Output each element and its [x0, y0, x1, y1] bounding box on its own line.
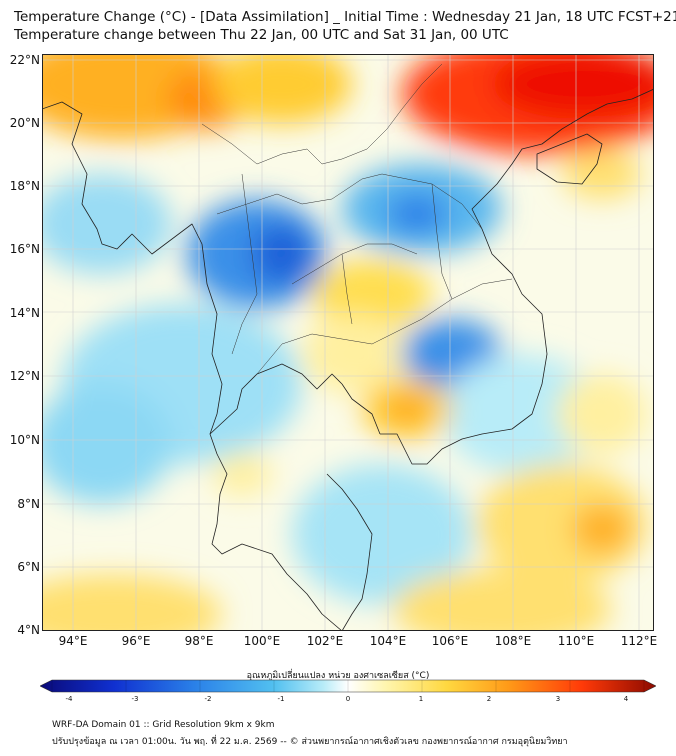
coastlines	[42, 88, 654, 631]
borders	[201, 63, 513, 375]
map-frame	[42, 54, 654, 631]
lon-label-104E: 104°E	[369, 634, 407, 648]
colorbar	[39, 678, 657, 693]
colorbar-tick: 2	[486, 695, 492, 703]
lat-label-6N: 6°N	[17, 560, 40, 574]
colorbar-title: อุณหภูมิเปลี่ยนแปลง หน่วย องศาเซลเซียส (…	[246, 671, 430, 681]
lat-label-12N: 12°N	[9, 369, 40, 383]
colorbar-tick: -3	[131, 695, 139, 703]
colorbar-tick: -4	[65, 695, 73, 703]
colorbar-tick: 3	[555, 695, 561, 703]
lon-label-102E: 102°E	[306, 634, 344, 648]
lon-label-110E: 110°E	[557, 634, 595, 648]
colorbar-tick: -1	[277, 695, 285, 703]
colorbar-tick: 4	[623, 695, 629, 703]
lat-label-22N: 22°N	[9, 53, 40, 67]
title-line-1: Temperature Change (°C) - [Data Assimila…	[14, 9, 676, 25]
lat-label-14N: 14°N	[9, 306, 40, 320]
temperature-change-map	[42, 54, 654, 631]
map-canvas	[42, 54, 654, 631]
colorbar-tick: 1	[418, 695, 424, 703]
lon-label-106E: 106°E	[431, 634, 469, 648]
lat-label-10N: 10°N	[9, 433, 40, 447]
graticule	[42, 54, 654, 631]
colorbar-graphic	[39, 679, 657, 693]
lon-label-96E: 96°E	[121, 634, 151, 648]
lat-label-18N: 18°N	[9, 179, 40, 193]
lon-label-108E: 108°E	[494, 634, 532, 648]
lon-label-112E: 112°E	[620, 634, 658, 648]
map-title: Temperature Change (°C) - [Data Assimila…	[14, 8, 676, 44]
lat-label-20N: 20°N	[9, 116, 40, 130]
lat-label-16N: 16°N	[9, 242, 40, 256]
lon-label-98E: 98°E	[184, 634, 214, 648]
lat-label-8N: 8°N	[17, 497, 40, 511]
footer-line-1: WRF-DA Domain 01 :: Grid Resolution 9km …	[52, 720, 275, 730]
lon-label-100E: 100°E	[243, 634, 281, 648]
colorbar-tick: -2	[204, 695, 212, 703]
footer-line-2: ปรับปรุงข้อมูล ณ เวลา 01:00น. วัน พฤ. ที…	[52, 737, 568, 747]
lon-label-94E: 94°E	[58, 634, 88, 648]
lat-label-4N: 4°N	[17, 623, 40, 637]
title-line-2: Temperature change between Thu 22 Jan, 0…	[14, 27, 509, 43]
colorbar-tick: 0	[345, 695, 351, 703]
